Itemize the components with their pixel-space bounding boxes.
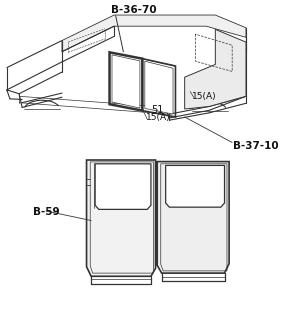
Polygon shape <box>185 29 246 109</box>
Text: B-36-70: B-36-70 <box>111 5 157 15</box>
Polygon shape <box>166 165 225 207</box>
Polygon shape <box>112 55 140 108</box>
Text: 15(A): 15(A) <box>146 114 171 123</box>
Polygon shape <box>87 160 156 276</box>
Text: B-37-10: B-37-10 <box>233 141 279 151</box>
Polygon shape <box>145 61 173 114</box>
Polygon shape <box>157 162 229 273</box>
Text: 51: 51 <box>152 105 164 115</box>
Polygon shape <box>62 15 246 52</box>
Text: B-59: B-59 <box>33 207 59 217</box>
Polygon shape <box>95 164 151 209</box>
Text: 15(A): 15(A) <box>192 92 217 101</box>
